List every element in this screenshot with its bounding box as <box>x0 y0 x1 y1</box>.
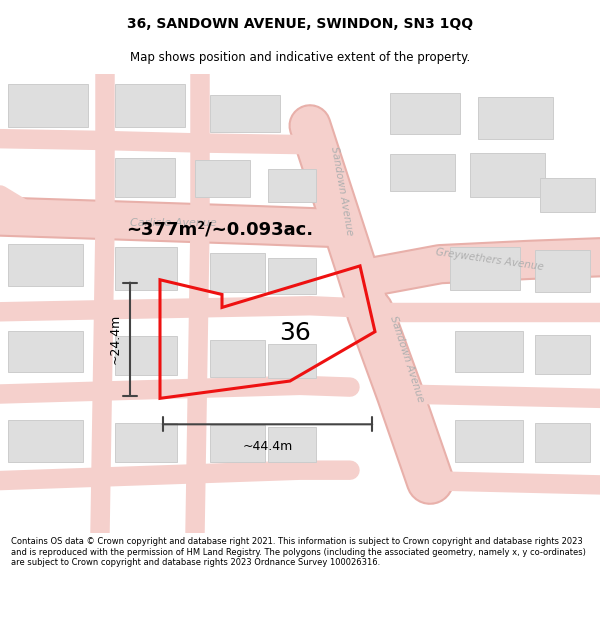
Bar <box>115 158 175 197</box>
Text: Map shows position and indicative extent of the property.: Map shows position and indicative extent… <box>130 51 470 64</box>
Bar <box>210 341 265 377</box>
Bar <box>210 253 265 292</box>
Text: Sandown Avenue: Sandown Avenue <box>329 145 355 236</box>
Bar <box>535 335 590 374</box>
Text: 36, SANDOWN AVENUE, SWINDON, SN3 1QQ: 36, SANDOWN AVENUE, SWINDON, SN3 1QQ <box>127 17 473 31</box>
Bar <box>268 344 316 378</box>
Bar <box>268 427 316 461</box>
Text: Sandown Avenue: Sandown Avenue <box>388 315 425 404</box>
Bar <box>8 84 88 127</box>
Bar <box>470 153 545 197</box>
Bar <box>210 425 265 461</box>
Bar <box>535 251 590 292</box>
Bar <box>195 160 250 197</box>
Text: ~44.4m: ~44.4m <box>242 440 293 453</box>
Bar <box>8 420 83 461</box>
Text: Greywethers Avenue: Greywethers Avenue <box>436 248 545 272</box>
Bar <box>268 169 316 202</box>
Bar <box>455 420 523 461</box>
Bar <box>115 336 177 375</box>
Bar <box>115 84 185 127</box>
Bar <box>115 247 177 290</box>
Text: ~24.4m: ~24.4m <box>109 314 122 364</box>
Bar <box>8 244 83 286</box>
Bar <box>390 154 455 191</box>
Bar <box>450 247 520 290</box>
Bar <box>478 97 553 139</box>
Bar <box>8 331 83 372</box>
Bar <box>390 92 460 134</box>
Bar <box>115 422 177 461</box>
Bar <box>540 177 595 212</box>
Text: 36: 36 <box>279 321 311 346</box>
Bar <box>455 331 523 372</box>
Text: Contains OS data © Crown copyright and database right 2021. This information is : Contains OS data © Crown copyright and d… <box>11 537 586 567</box>
Bar <box>535 422 590 461</box>
Bar <box>268 258 316 294</box>
Bar <box>210 96 280 132</box>
Text: Carlisle Avenue: Carlisle Avenue <box>130 217 217 227</box>
Text: ~377m²/~0.093ac.: ~377m²/~0.093ac. <box>127 221 314 239</box>
